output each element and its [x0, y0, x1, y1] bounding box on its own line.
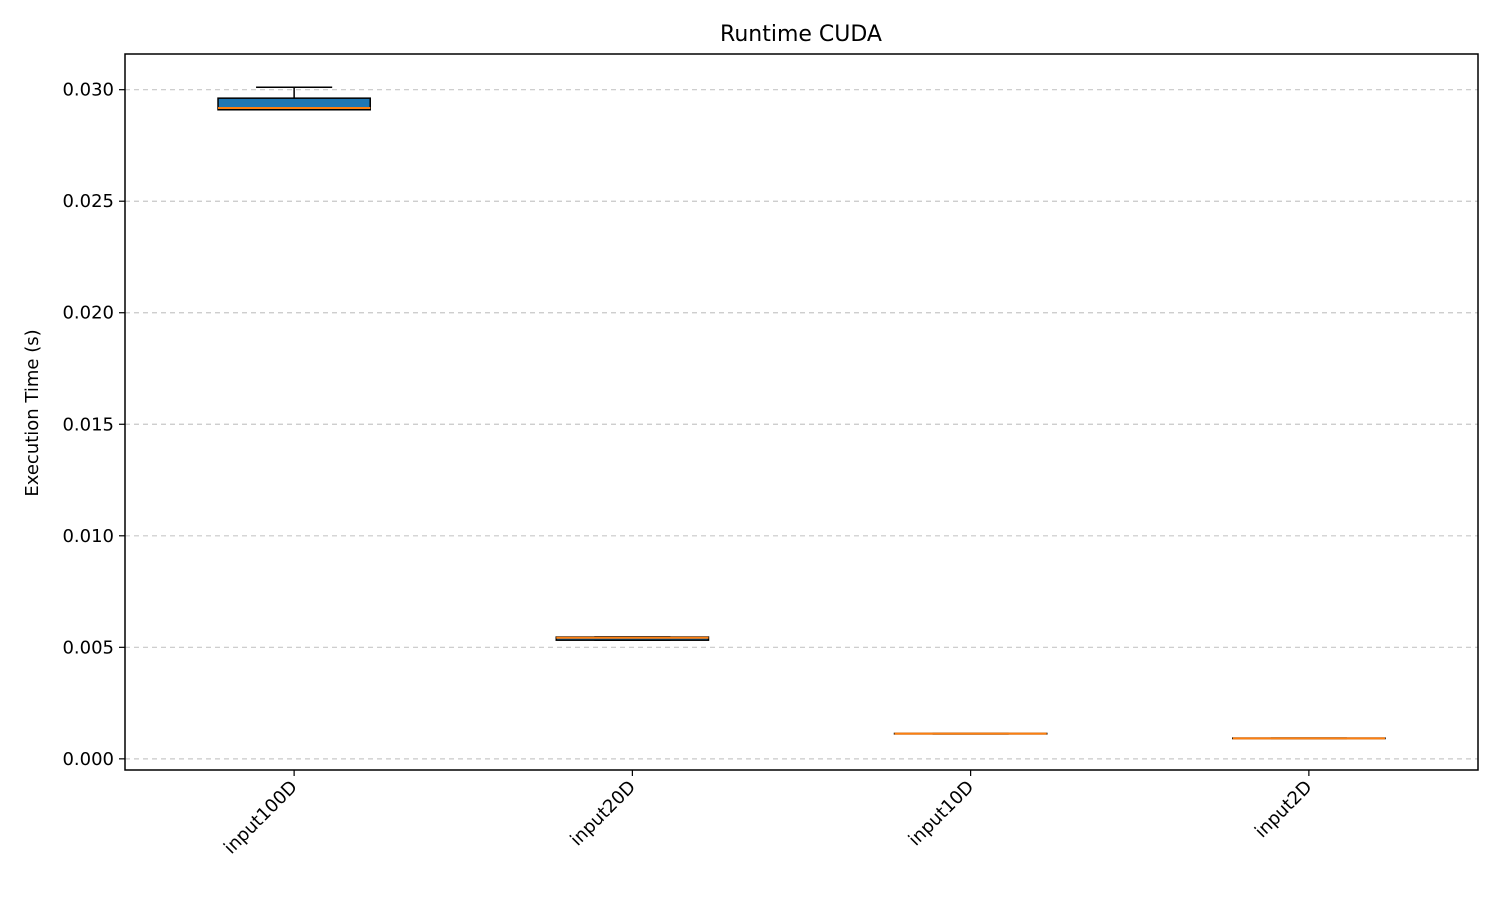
box-input20D — [555, 636, 710, 641]
y-tick-label: 0.025 — [62, 191, 114, 212]
y-gridlines — [125, 89, 1478, 760]
y-tick-label: 0.015 — [62, 414, 114, 435]
x-axis: input100D input20D input10D input2D — [220, 770, 1316, 858]
y-tick-label: 0.020 — [62, 303, 114, 324]
x-tick-label: input10D — [905, 777, 979, 851]
y-tick-label: 0.010 — [62, 526, 114, 547]
box-series — [217, 86, 1386, 740]
y-tick-label: 0.030 — [62, 80, 114, 101]
y-tick-label: 0.005 — [62, 637, 114, 658]
box-input100D — [217, 86, 371, 111]
y-axis: 0.000 0.005 0.010 0.015 0.020 0.025 0.030 — [62, 80, 125, 770]
iqr-box — [217, 97, 371, 111]
x-tick-label: input2D — [1251, 777, 1316, 842]
x-tick-label: input100D — [220, 777, 302, 859]
y-axis-label: Execution Time (s) — [22, 329, 43, 496]
y-tick-label: 0.000 — [62, 749, 114, 770]
chart-title: Runtime CUDA — [720, 22, 882, 47]
x-tick-label: input20D — [566, 777, 640, 851]
plot-frame — [124, 53, 1479, 771]
